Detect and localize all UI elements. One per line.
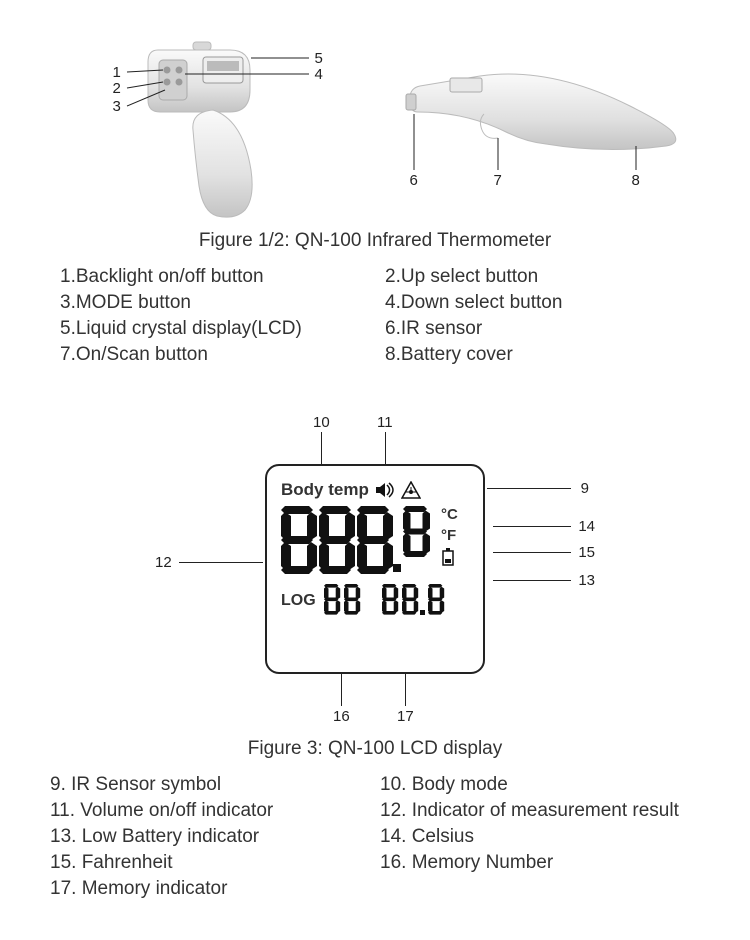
lcd-main-digits: °C °F (281, 506, 469, 576)
legend-item: 6.IR sensor (385, 318, 700, 340)
lcd-section: 10 11 Body temp (40, 414, 710, 730)
legend-item: 8.Battery cover (385, 344, 700, 366)
callout-12: 12 (155, 554, 172, 571)
legend-item: 7.On/Scan button (60, 344, 375, 366)
callout-6: 6 (410, 172, 418, 189)
legend-item: 11. Volume on/off indicator (50, 800, 370, 822)
legend-1: 1.Backlight on/off button 2.Up select bu… (40, 266, 710, 366)
callout-14: 14 (578, 518, 595, 535)
lcd-wrap: 10 11 Body temp (155, 414, 595, 730)
callout-1: 1 (113, 64, 121, 81)
legend-item: 16. Memory Number (380, 852, 700, 874)
callout-17: 17 (397, 708, 414, 725)
callout-4: 4 (315, 66, 323, 83)
thermometer-side-svg (388, 60, 688, 220)
figure-1-2-caption: Figure 1/2: QN-100 Infrared Thermometer (40, 230, 710, 252)
lcd-log-label: LOG (281, 592, 316, 610)
lcd-celsius: °C (441, 506, 458, 523)
legend-2: 9. IR Sensor symbol 10. Body mode 11. Vo… (40, 774, 710, 900)
legend-item: 5.Liquid crystal display(LCD) (60, 318, 375, 340)
speaker-icon (375, 482, 395, 498)
seven-seg-log (324, 584, 454, 618)
lcd-fahrenheit: °F (441, 527, 458, 544)
battery-icon (441, 548, 455, 566)
legend-item: 1.Backlight on/off button (60, 266, 375, 288)
figures-top: 1 2 3 4 5 6 (40, 30, 710, 220)
legend-item: 3.MODE button (60, 292, 375, 314)
callout-10: 10 (313, 414, 330, 431)
legend-item: 13. Low Battery indicator (50, 826, 370, 848)
lcd-box: Body temp (265, 464, 485, 674)
callout-9: 9 (581, 480, 589, 497)
callout-15: 15 (578, 544, 595, 561)
lcd-row-bottom: LOG (281, 584, 469, 618)
callout-7: 7 (494, 172, 502, 189)
callout-13: 13 (578, 572, 595, 589)
callout-11: 11 (377, 414, 393, 431)
callout-3: 3 (113, 98, 121, 115)
legend-item: 10. Body mode (380, 774, 700, 796)
laser-warning-icon (401, 481, 421, 499)
figure-1: 1 2 3 4 5 (63, 30, 343, 220)
legend-item: 17. Memory indicator (50, 878, 370, 900)
callout-5: 5 (315, 50, 323, 67)
callout-8: 8 (632, 172, 640, 189)
lcd-body-label: Body temp (281, 480, 369, 500)
legend-item: 4.Down select button (385, 292, 700, 314)
legend-item: 15. Fahrenheit (50, 852, 370, 874)
thermometer-front-svg (63, 30, 343, 220)
seven-seg-main (281, 506, 431, 576)
figure-3-caption: Figure 3: QN-100 LCD display (40, 738, 710, 760)
figure-2: 6 7 8 (388, 60, 688, 220)
callout-16: 16 (333, 708, 350, 725)
legend-item: 2.Up select button (385, 266, 700, 288)
legend-item: 14. Celsius (380, 826, 700, 848)
lcd-row-top: Body temp (281, 480, 469, 500)
callout-2: 2 (113, 80, 121, 97)
legend-item: 12. Indicator of measurement result (380, 800, 700, 822)
legend-item: 9. IR Sensor symbol (50, 774, 370, 796)
lcd-units: °C °F (441, 506, 458, 566)
